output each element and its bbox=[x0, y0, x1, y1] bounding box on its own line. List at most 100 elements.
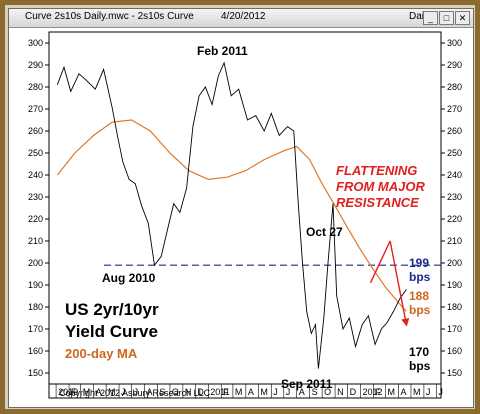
sep-2011-label: Sep 2011 bbox=[281, 377, 333, 391]
x-tick-label: M bbox=[413, 387, 421, 397]
y-tick-label-right: 160 bbox=[447, 346, 462, 356]
y-tick-label-left: 210 bbox=[28, 236, 43, 246]
x-tick-label: S bbox=[159, 387, 165, 397]
y-tick-label-left: 250 bbox=[28, 148, 43, 158]
y-tick-label-left: 270 bbox=[28, 104, 43, 114]
window-titlebar[interactable]: Curve 2s10s Daily.mwc - 2s10s Curve 4/20… bbox=[9, 9, 473, 28]
y-tick-label-right: 200 bbox=[447, 258, 462, 268]
y-tick-label-left: 230 bbox=[28, 192, 43, 202]
x-tick-label: A bbox=[400, 387, 406, 397]
chart-window: Curve 2s10s Daily.mwc - 2s10s Curve 4/20… bbox=[8, 8, 474, 408]
window-controls: _ □ ✕ bbox=[422, 11, 470, 29]
y-tick-label-left: 180 bbox=[28, 302, 43, 312]
x-tick-label: 2012 bbox=[363, 387, 383, 397]
minimize-button[interactable]: _ bbox=[423, 11, 438, 25]
flattening-line-1: FLATTENING bbox=[336, 163, 417, 178]
y-tick-label-right: 250 bbox=[447, 148, 462, 158]
y-tick-label-left: 220 bbox=[28, 214, 43, 224]
y-tick-label-left: 300 bbox=[28, 38, 43, 48]
x-tick-label: A bbox=[96, 387, 102, 397]
x-tick-label: J bbox=[121, 387, 126, 397]
level-199-unit: bps bbox=[409, 270, 431, 284]
window-period: Daily bbox=[409, 11, 432, 22]
y-tick-label-right: 240 bbox=[447, 170, 462, 180]
y-tick-label-right: 260 bbox=[447, 126, 462, 136]
x-tick-label: J bbox=[273, 387, 278, 397]
y-tick-label-right: 270 bbox=[447, 104, 462, 114]
x-tick-label: J bbox=[134, 387, 139, 397]
y-tick-label-right: 300 bbox=[447, 38, 462, 48]
trend-arrows bbox=[369, 240, 410, 327]
feb-2011-label: Feb 2011 bbox=[197, 44, 248, 58]
y-tick-label-left: 150 bbox=[28, 368, 43, 378]
x-tick-label: N bbox=[185, 387, 192, 397]
x-axis-band bbox=[48, 383, 442, 399]
x-tick-label: N bbox=[337, 387, 344, 397]
y-tick-label-left: 260 bbox=[28, 126, 43, 136]
x-tick-label: A bbox=[299, 387, 305, 397]
close-button[interactable]: ✕ bbox=[455, 11, 470, 25]
y-tick-label-right: 220 bbox=[447, 214, 462, 224]
y-tick-label-left: 240 bbox=[28, 170, 43, 180]
x-tick-label: M bbox=[108, 387, 116, 397]
flattening-line-3: RESISTANCE bbox=[336, 195, 419, 210]
chart-title-line-1: US 2yr/10yr bbox=[65, 300, 159, 319]
y-tick-label-right: 210 bbox=[447, 236, 462, 246]
window-date: 4/20/2012 bbox=[221, 11, 266, 22]
window-title: Curve 2s10s Daily.mwc - 2s10s Curve bbox=[25, 11, 194, 22]
x-tick-label: S bbox=[312, 387, 318, 397]
y-tick-label-left: 280 bbox=[28, 82, 43, 92]
x-tick-label: 2010 bbox=[58, 387, 78, 397]
ma-legend-label: 200-day MA bbox=[65, 346, 138, 361]
plot-area bbox=[48, 31, 442, 385]
x-tick-label: M bbox=[83, 387, 91, 397]
x-tick-label: F bbox=[375, 387, 381, 397]
flattening-line-2: FROM MAJOR bbox=[336, 179, 425, 194]
y-tick-label-right: 190 bbox=[447, 280, 462, 290]
y-tick-label-right: 230 bbox=[447, 192, 462, 202]
x-tick-label: M bbox=[388, 387, 396, 397]
level-188-value: 188 bbox=[409, 289, 429, 303]
x-tick-label: M bbox=[235, 387, 243, 397]
level-188-unit: bps bbox=[409, 303, 431, 317]
y-tick-label-left: 200 bbox=[28, 258, 43, 268]
maximize-button[interactable]: □ bbox=[439, 11, 454, 25]
x-tick-label: O bbox=[172, 387, 179, 397]
level-170-value: 170 bbox=[409, 345, 429, 359]
y-tick-label-left: 290 bbox=[28, 60, 43, 70]
y-tick-label-right: 150 bbox=[447, 368, 462, 378]
x-tick-label: F bbox=[71, 387, 77, 397]
level-170-unit: bps bbox=[409, 359, 431, 373]
copyright-text: Copyright 2012 Asbury Research LLC bbox=[59, 388, 211, 398]
x-tick-label: M bbox=[260, 387, 268, 397]
y-axis-left: 150 160 170 180 190 200 210 220 230 240 250 260 270 2… bbox=[28, 38, 49, 378]
yield-curve-chart: 150 160 170 180 190 200 210 220 230 240 250 260 270 2… bbox=[28, 31, 462, 399]
x-tick-label: D bbox=[197, 387, 204, 397]
x-tick-label: D bbox=[350, 387, 357, 397]
aug-2010-label: Aug 2010 bbox=[102, 271, 156, 285]
x-tick-label: J bbox=[426, 387, 431, 397]
y-tick-label-left: 160 bbox=[28, 346, 43, 356]
price-line bbox=[56, 61, 407, 369]
y-tick-label-right: 170 bbox=[447, 324, 462, 334]
y-tick-label-right: 280 bbox=[447, 82, 462, 92]
x-tick-label: A bbox=[146, 387, 152, 397]
x-tick-label: A bbox=[248, 387, 254, 397]
x-tick-label: 2011 bbox=[210, 387, 229, 397]
y-tick-label-right: 180 bbox=[447, 302, 462, 312]
y-tick-label-left: 190 bbox=[28, 280, 43, 290]
trend-arrow-segment bbox=[369, 240, 391, 284]
trend-arrow-segment bbox=[389, 240, 410, 327]
y-tick-label-right: 290 bbox=[447, 60, 462, 70]
y-axis-right: 150 160 170 180 190 200 210 220 230 240 250 260 270 2… bbox=[441, 38, 462, 378]
x-tick-label: J bbox=[286, 387, 291, 397]
level-199-value: 199 bbox=[409, 256, 429, 270]
x-tick-label: J bbox=[438, 387, 443, 397]
y-tick-label-left: 170 bbox=[28, 324, 43, 334]
x-tick-label: F bbox=[223, 387, 229, 397]
oct-27-label: Oct 27 bbox=[306, 225, 343, 239]
chart-title-line-2: Yield Curve bbox=[65, 322, 158, 341]
x-tick-label: O bbox=[324, 387, 331, 397]
